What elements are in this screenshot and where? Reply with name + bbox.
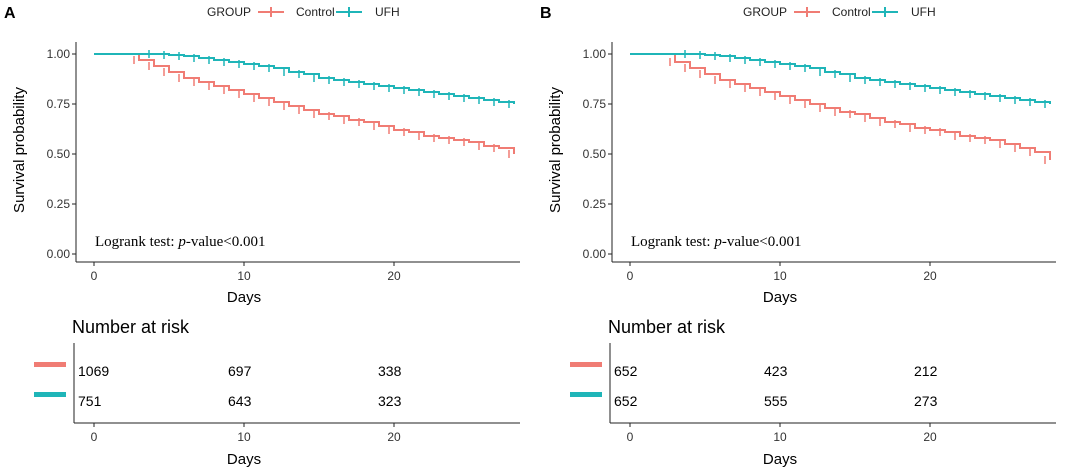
survival-curve-control xyxy=(630,53,1051,160)
risk-value-control: 423 xyxy=(764,363,788,379)
km-chart-a: A GROUP Control UFH 0.00 0.25 0.50 0.75 1.00 0 10 2… xyxy=(4,5,520,468)
survival-curve-ufh xyxy=(630,53,1051,104)
x-tick-label: 10 xyxy=(237,269,251,283)
risk-row-key-ufh xyxy=(34,392,66,397)
risk-x-tick-label: 0 xyxy=(627,430,634,444)
risk-value-control: 212 xyxy=(914,363,938,379)
x-tick-label: 10 xyxy=(773,269,787,283)
logrank-annotation: Logrank test: p-value<0.001 xyxy=(95,234,266,250)
risk-x-axis-title: Days xyxy=(763,451,797,468)
x-tick-label: 20 xyxy=(923,269,937,283)
risk-value-ufh: 273 xyxy=(914,393,938,409)
risk-x-tick-label: 10 xyxy=(773,430,787,444)
risk-row-key-ufh xyxy=(570,392,602,397)
risk-x-tick-label: 0 xyxy=(91,430,98,444)
risk-value-control: 1069 xyxy=(78,363,109,379)
logrank-suffix: -value<0.001 xyxy=(722,234,802,250)
risk-value-control: 338 xyxy=(378,363,402,379)
risk-row-key-control xyxy=(34,362,66,367)
risk-value-control: 697 xyxy=(228,363,252,379)
legend: GROUP Control UFH xyxy=(743,5,936,19)
logrank-p: p xyxy=(713,234,722,250)
risk-value-ufh: 751 xyxy=(78,393,102,409)
legend-label-control: Control xyxy=(832,5,871,19)
legend-title: GROUP xyxy=(743,5,787,19)
y-tick-label: 0.25 xyxy=(583,197,607,211)
logrank-prefix: Logrank test: xyxy=(631,234,714,250)
legend: GROUP Control UFH xyxy=(207,5,400,19)
risk-value-ufh: 555 xyxy=(764,393,788,409)
x-tick-label: 20 xyxy=(387,269,401,283)
logrank-p: p xyxy=(177,234,186,250)
risk-value-ufh: 643 xyxy=(228,393,252,409)
panel-b: B GROUP Control UFH 0.00 0.25 0.50 0.75 1.00 0 10 2… xyxy=(536,0,1078,474)
y-tick-label: 0.00 xyxy=(47,247,71,261)
logrank-suffix: -value<0.001 xyxy=(186,234,266,250)
risk-value-ufh: 323 xyxy=(378,393,402,409)
legend-label-control: Control xyxy=(296,5,335,19)
legend-label-ufh: UFH xyxy=(911,5,936,19)
y-tick-label: 0.75 xyxy=(47,97,71,111)
x-tick-label: 0 xyxy=(627,269,634,283)
y-tick-label: 0.00 xyxy=(583,247,607,261)
logrank-prefix: Logrank test: xyxy=(95,234,178,250)
risk-x-axis-title: Days xyxy=(227,451,261,468)
y-axis-title: Survival probability xyxy=(547,87,564,213)
y-tick-label: 0.50 xyxy=(583,147,607,161)
km-chart-b: B GROUP Control UFH 0.00 0.25 0.50 0.75 1.00 0 10 2… xyxy=(540,5,1056,468)
risk-row-key-control xyxy=(570,362,602,367)
y-tick-label: 1.00 xyxy=(583,47,607,61)
risk-table-title: Number at risk xyxy=(608,317,726,337)
y-tick-label: 1.00 xyxy=(47,47,71,61)
x-tick-label: 0 xyxy=(91,269,98,283)
risk-value-ufh: 652 xyxy=(614,393,638,409)
survival-curve-ufh xyxy=(94,53,515,104)
risk-x-tick-label: 20 xyxy=(387,430,401,444)
legend-title: GROUP xyxy=(207,5,251,19)
survival-curve-control xyxy=(94,53,515,154)
risk-x-tick-label: 10 xyxy=(237,430,251,444)
legend-label-ufh: UFH xyxy=(375,5,400,19)
x-axis-title: Days xyxy=(763,289,797,306)
panel-a: A GROUP Control UFH 0.00 0.25 0.50 0.75 1.00 0 10 2… xyxy=(4,5,520,468)
y-tick-label: 0.75 xyxy=(583,97,607,111)
risk-x-tick-label: 20 xyxy=(923,430,937,444)
y-tick-label: 0.50 xyxy=(47,147,71,161)
x-axis-title: Days xyxy=(227,289,261,306)
y-axis-title: Survival probability xyxy=(11,87,28,213)
risk-table-title: Number at risk xyxy=(72,317,190,337)
panel-label: B xyxy=(540,5,552,22)
y-tick-label: 0.25 xyxy=(47,197,71,211)
risk-value-control: 652 xyxy=(614,363,638,379)
logrank-annotation: Logrank test: p-value<0.001 xyxy=(631,234,802,250)
panel-label: A xyxy=(4,5,16,22)
